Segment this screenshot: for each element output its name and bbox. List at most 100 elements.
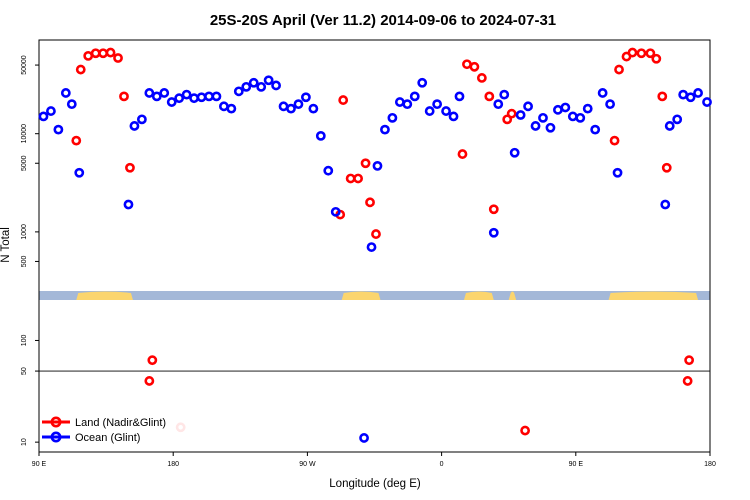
strip-land-4	[608, 291, 699, 300]
land-point	[484, 91, 495, 102]
land-point	[657, 91, 668, 102]
land-point	[144, 376, 155, 386]
ocean-point	[605, 99, 615, 110]
land-point	[371, 229, 381, 239]
land-point	[338, 95, 349, 105]
ocean-point	[488, 227, 499, 238]
y-tick-label: 10000	[21, 124, 28, 144]
plot-frame	[38, 39, 711, 453]
legend-box	[40, 414, 190, 446]
y-axis-label: N Total	[0, 227, 12, 263]
land-point	[506, 108, 517, 119]
land-point	[125, 162, 135, 173]
ocean-point	[166, 97, 177, 107]
ocean-point	[499, 89, 510, 100]
ocean-point	[380, 124, 390, 135]
ocean-point	[387, 112, 398, 123]
ocean-point	[123, 199, 134, 210]
ocean-point	[359, 433, 369, 443]
ocean-point	[454, 91, 465, 102]
ocean-point	[293, 99, 304, 110]
land-point	[476, 73, 487, 83]
land-point	[651, 53, 662, 64]
ocean-point	[136, 114, 147, 125]
ocean-point	[538, 112, 548, 123]
land-point	[614, 64, 624, 75]
land-point	[147, 355, 158, 366]
ocean-point	[660, 199, 671, 210]
x-tick-label: 180	[167, 461, 179, 468]
ocean-point	[129, 121, 140, 131]
ocean-point	[402, 99, 413, 110]
ocean-point	[74, 167, 85, 178]
ocean-point	[560, 102, 571, 113]
ocean-point	[509, 147, 520, 158]
ocean-point	[441, 106, 451, 116]
ocean-point	[323, 165, 334, 176]
ocean-point	[330, 206, 341, 217]
land-point	[661, 162, 672, 173]
ocean-point	[248, 77, 259, 88]
land-point	[636, 48, 647, 59]
legend-land-marker	[50, 416, 62, 428]
y-tick-label: 5000	[21, 155, 28, 171]
ocean-point	[315, 130, 326, 141]
ocean-point	[672, 114, 683, 125]
strip-land-0	[76, 291, 133, 300]
land-point	[627, 47, 638, 58]
y-axis-ticks: 500 1000 5000 10000 50000 10 50 100	[21, 55, 39, 446]
ocean-point	[301, 92, 311, 103]
ocean-point	[515, 110, 526, 120]
ocean-point	[46, 106, 56, 116]
strip-land-1	[341, 291, 381, 300]
ocean-point	[417, 77, 428, 88]
y-tick-label: 10	[21, 438, 28, 446]
land-point	[119, 91, 129, 102]
ocean-point	[448, 111, 459, 122]
x-tick-label: 90 W	[299, 461, 316, 468]
ocean-point	[38, 111, 49, 122]
legend-ocean-label: Ocean (Glint)	[75, 432, 140, 444]
ocean-point	[233, 86, 244, 97]
ocean-point	[702, 97, 712, 107]
data-points	[38, 47, 712, 443]
land-point	[365, 197, 375, 208]
ocean-point	[60, 88, 71, 98]
ocean-point	[271, 80, 281, 91]
x-tick-label: 90 E	[569, 461, 584, 468]
ocean-point	[664, 121, 675, 131]
ocean-point	[685, 92, 696, 103]
ocean-point	[523, 101, 533, 112]
y-tick-label: 500	[21, 255, 28, 267]
y-tick-label: 50	[21, 367, 28, 375]
ocean-point	[159, 88, 170, 98]
x-tick-label: 90 E	[32, 461, 47, 468]
ocean-point	[151, 91, 162, 102]
land-point	[360, 158, 371, 169]
land-point	[113, 53, 123, 63]
ocean-point	[286, 103, 296, 114]
chart-title: 25S-20S April (Ver 11.2) 2014-09-06 to 2…	[210, 12, 556, 29]
land-point	[353, 173, 363, 184]
ocean-point	[241, 81, 252, 92]
x-axis-ticks: 90 E 180 90 W 0 90 E 180	[32, 452, 716, 468]
ocean-point	[545, 122, 556, 133]
y-tick-label: 50000	[21, 55, 28, 75]
land-point	[75, 64, 86, 75]
ocean-point	[693, 88, 703, 98]
ocean-point	[366, 242, 377, 252]
ocean-point	[582, 103, 593, 114]
ocean-point	[372, 160, 383, 171]
y-tick-label: 100	[21, 335, 28, 347]
strip-land-2	[463, 291, 494, 300]
ocean-point	[409, 91, 420, 102]
ocean-point	[612, 167, 623, 178]
x-tick-label: 180	[704, 461, 716, 468]
land-ocean-strip	[39, 291, 710, 300]
y-tick-label: 1000	[21, 224, 28, 240]
land-point	[682, 376, 693, 386]
legend-land-label: Land (Nadir&Glint)	[75, 417, 166, 429]
legend: Land (Nadir&Glint) Ocean (Glint)	[40, 414, 190, 446]
ocean-point	[181, 89, 192, 100]
ocean-point	[597, 88, 608, 98]
